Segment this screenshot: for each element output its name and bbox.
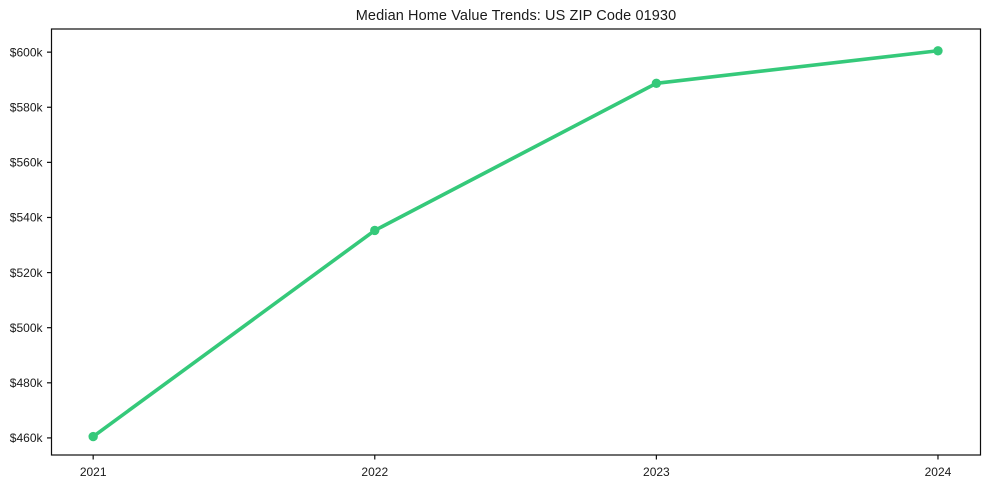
trend-line [91, 48, 940, 439]
y-tick-label: $600k [10, 45, 44, 59]
y-tick-label: $580k [10, 100, 44, 114]
y-tick-label: $460k [10, 431, 44, 445]
data-point [651, 78, 662, 88]
y-tick-label: $500k [10, 321, 44, 335]
x-tick-label: 2023 [643, 465, 670, 479]
plot-border [50, 28, 982, 456]
y-tick-label: $560k [10, 156, 44, 170]
data-point [933, 46, 943, 56]
chart-title: Median Home Value Trends: US ZIP Code 01… [355, 8, 677, 24]
y-tick-label: $520k [10, 266, 44, 280]
data-point [88, 431, 98, 442]
y-tick-label: $480k [10, 376, 44, 390]
x-tick-label: 2021 [80, 465, 107, 479]
data-point [370, 225, 380, 236]
y-tick-label: $540k [10, 211, 44, 225]
x-tick-label: 2024 [925, 465, 952, 479]
x-tick-label: 2022 [361, 465, 388, 479]
